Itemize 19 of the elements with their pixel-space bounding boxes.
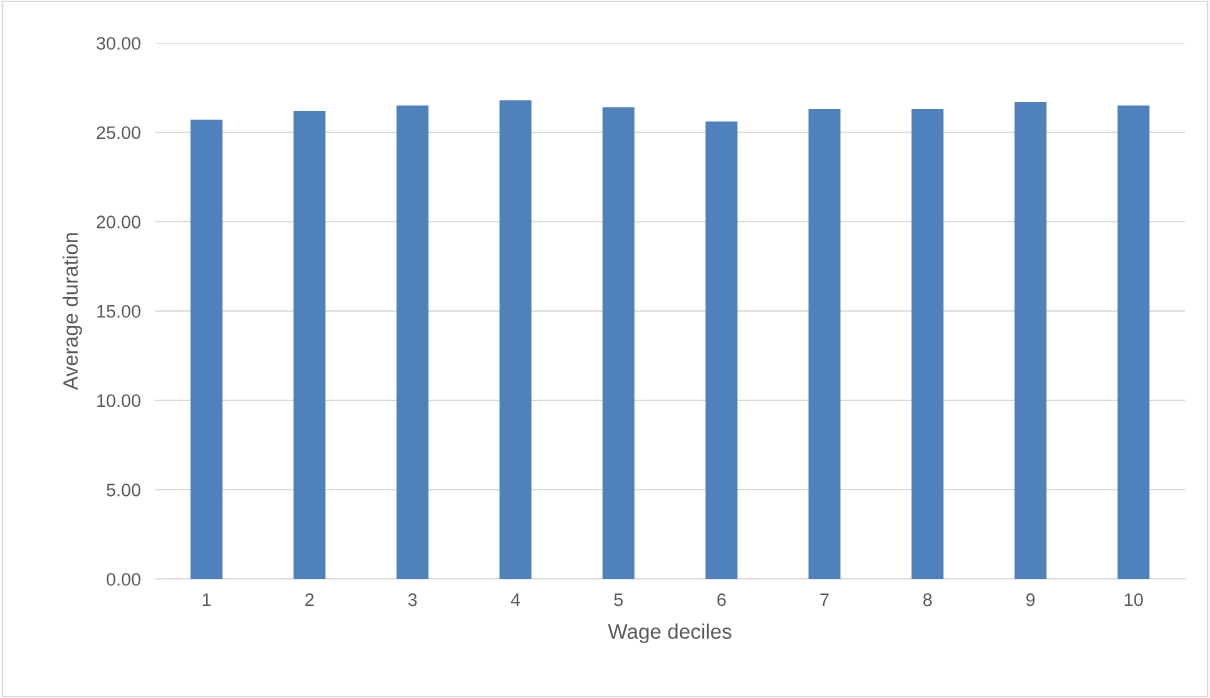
- y-tick-label: 5.00: [106, 483, 141, 497]
- y-tick-label: 30.00: [96, 36, 141, 50]
- x-tick-label: 5: [614, 593, 623, 607]
- x-tick-label: 3: [408, 593, 417, 607]
- x-tick-label: 4: [510, 593, 520, 606]
- x-tick-label: 2: [305, 593, 314, 606]
- x-tick-label: 1: [202, 593, 211, 606]
- y-axis-title: Average duration: [62, 233, 83, 391]
- y-tick-label: 20.00: [96, 215, 141, 229]
- y-tick-label: 25.00: [96, 126, 141, 140]
- y-tick-label: 10.00: [97, 394, 141, 408]
- x-tick-label: 10: [1124, 593, 1143, 607]
- x-tick-label: 9: [1026, 593, 1035, 607]
- y-tick-label: 0.00: [106, 572, 141, 586]
- x-tick-label: 8: [923, 593, 932, 607]
- y-tick-label: 15.00: [97, 304, 141, 318]
- x-tick-label: 6: [717, 593, 726, 607]
- x-tick-label: 7: [820, 593, 829, 606]
- x-axis-title: Wage deciles: [607, 623, 732, 644]
